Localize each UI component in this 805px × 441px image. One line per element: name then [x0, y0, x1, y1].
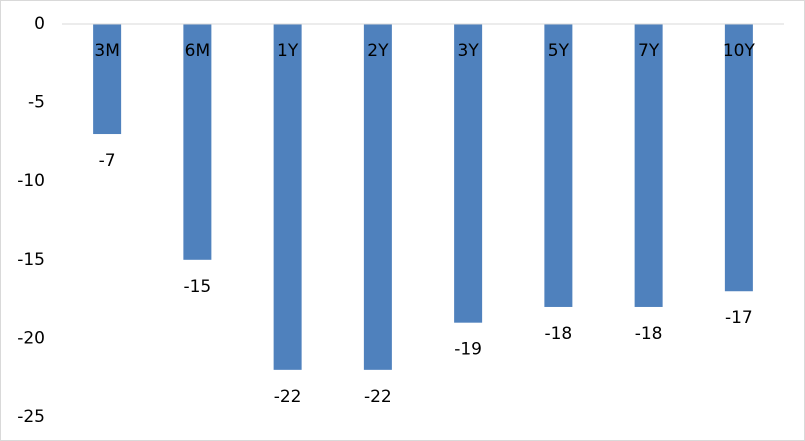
x-tick-label: 3M [94, 41, 119, 61]
x-tick-label: 5Y [548, 41, 570, 61]
data-label: -18 [544, 324, 572, 344]
bar [634, 24, 663, 307]
x-tick-label: 6M [185, 41, 210, 61]
data-label: -22 [364, 387, 392, 407]
data-label: -18 [635, 324, 663, 344]
bar [544, 24, 573, 307]
x-tick-label: 2Y [367, 41, 389, 61]
x-tick-label: 1Y [277, 41, 299, 61]
y-tick-label: -15 [17, 250, 45, 270]
y-tick-label: -25 [17, 407, 45, 427]
bar [724, 24, 753, 292]
x-tick-label: 10Y [723, 41, 756, 61]
x-tick-label: 7Y [638, 41, 660, 61]
y-tick-label: -20 [17, 328, 45, 348]
x-tick-label: 3Y [458, 41, 480, 61]
data-label: -17 [725, 308, 753, 328]
data-label: -7 [99, 151, 116, 171]
bar [273, 24, 302, 370]
bar [93, 24, 122, 135]
y-tick-label: 0 [34, 14, 45, 34]
y-tick-label: -10 [17, 171, 45, 191]
bar [454, 24, 483, 323]
data-label: -22 [274, 387, 302, 407]
data-label: -19 [454, 340, 482, 360]
data-label: -15 [183, 277, 211, 297]
bar [183, 24, 212, 260]
y-tick-label: -5 [28, 93, 45, 113]
bar [363, 24, 392, 370]
